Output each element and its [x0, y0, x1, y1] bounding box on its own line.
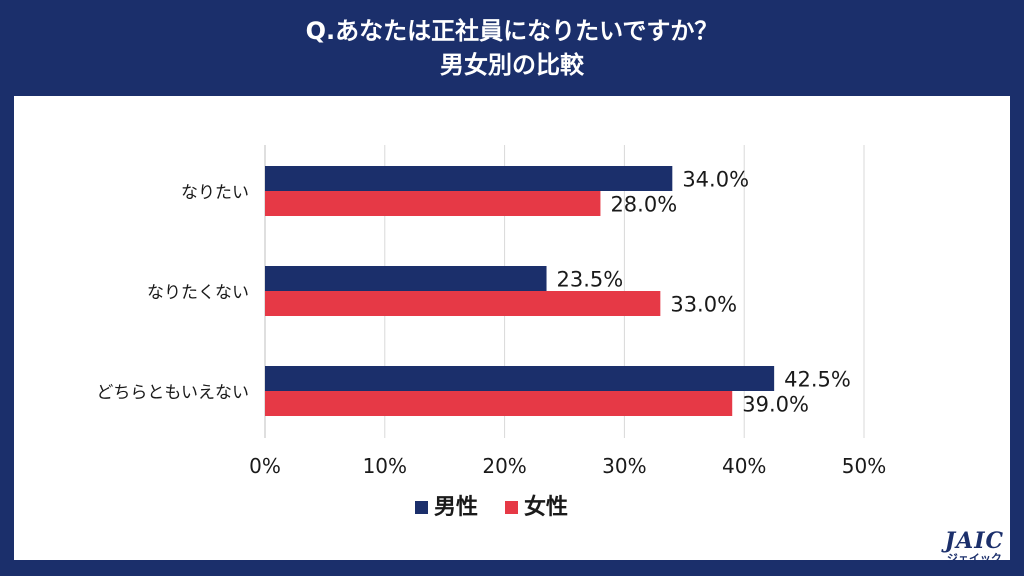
data-label: 23.5% — [557, 268, 624, 292]
category-label: どちらともいえない — [96, 383, 249, 403]
legend-label: 男性 — [434, 495, 478, 520]
x-tick-label: 10% — [363, 454, 407, 478]
category-label: なりたくない — [147, 283, 249, 303]
jaic-logo: JAIC ジェイック — [945, 530, 1004, 566]
title-line-2: 男女別の比較 — [440, 51, 584, 79]
title-line-1: Q.あなたは正社員になりたいですか？ — [305, 17, 719, 45]
data-label: 39.0% — [742, 393, 809, 417]
x-tick-label: 20% — [482, 454, 526, 478]
logo-main-text: JAIC — [944, 528, 1004, 554]
bar — [265, 191, 601, 216]
category-label: なりたい — [181, 183, 249, 203]
x-tick-label: 50% — [842, 454, 886, 478]
data-label: 33.0% — [670, 293, 737, 317]
bar — [265, 266, 547, 291]
legend-swatch — [415, 501, 428, 514]
bar — [265, 291, 661, 316]
x-tick-label: 0% — [249, 454, 281, 478]
legend-swatch — [505, 501, 518, 514]
data-label: 34.0% — [682, 168, 749, 192]
x-tick-label: 30% — [602, 454, 646, 478]
logo-sub-text: ジェイック — [946, 552, 1002, 565]
bar — [265, 366, 775, 391]
bar — [265, 391, 733, 416]
data-label: 42.5% — [784, 368, 851, 392]
data-label: 28.0% — [610, 193, 677, 217]
x-tick-label: 40% — [722, 454, 766, 478]
chart-title: Q.あなたは正社員になりたいですか？ 男女別の比較 — [0, 14, 1024, 82]
legend-label: 女性 — [524, 494, 568, 520]
bar — [265, 166, 673, 191]
